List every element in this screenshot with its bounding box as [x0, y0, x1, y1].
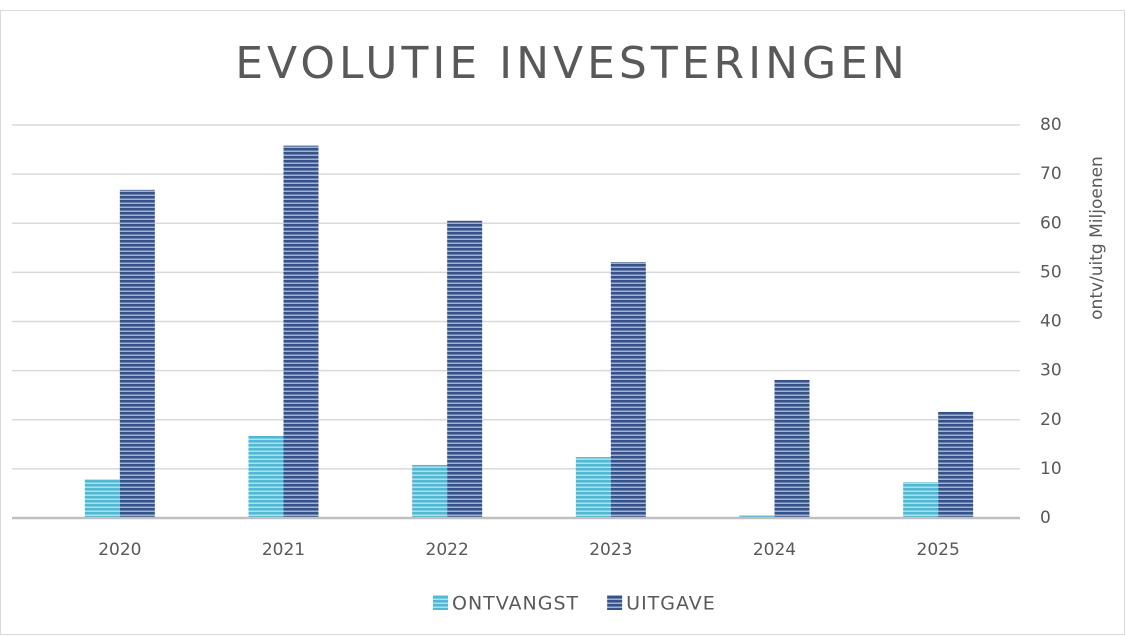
y-tick-label: 0 [1040, 508, 1051, 528]
y-tick-label: 70 [1040, 164, 1062, 184]
bar [938, 411, 974, 518]
y-tick-label: 20 [1040, 410, 1062, 430]
chart-title: EVOLUTIE INVESTERINGEN [235, 38, 909, 89]
y-tick-label: 40 [1040, 312, 1062, 332]
bar [575, 457, 611, 518]
bar [283, 145, 319, 518]
x-tick-label: 2021 [262, 540, 305, 560]
x-tick-label: 2023 [589, 540, 632, 560]
x-tick-label: 2022 [426, 540, 469, 560]
y-tick-label: 60 [1040, 213, 1062, 233]
y-tick-label: 30 [1040, 361, 1062, 381]
bar [447, 220, 483, 518]
legend-swatch [433, 595, 448, 610]
y-tick-label: 50 [1040, 262, 1062, 282]
legend-swatch [607, 595, 623, 610]
bar [248, 435, 284, 518]
bar [119, 189, 155, 518]
y-tick-label: 80 [1040, 115, 1062, 135]
bar [610, 262, 646, 518]
x-tick-label: 2024 [753, 540, 796, 560]
bar [903, 482, 939, 518]
bar [739, 515, 775, 518]
bar [84, 479, 120, 518]
bar [412, 464, 448, 518]
bar [774, 379, 810, 518]
x-tick-label: 2025 [917, 540, 960, 560]
legend-label: ONTVANGST [452, 593, 579, 615]
x-tick-label: 2020 [98, 540, 141, 560]
legend-label: UITGAVE [626, 593, 716, 615]
y-axis-label: ontv/uitg Miljoenen [1087, 156, 1107, 320]
chart-border [0, 10, 1125, 635]
y-tick-label: 10 [1040, 459, 1062, 479]
